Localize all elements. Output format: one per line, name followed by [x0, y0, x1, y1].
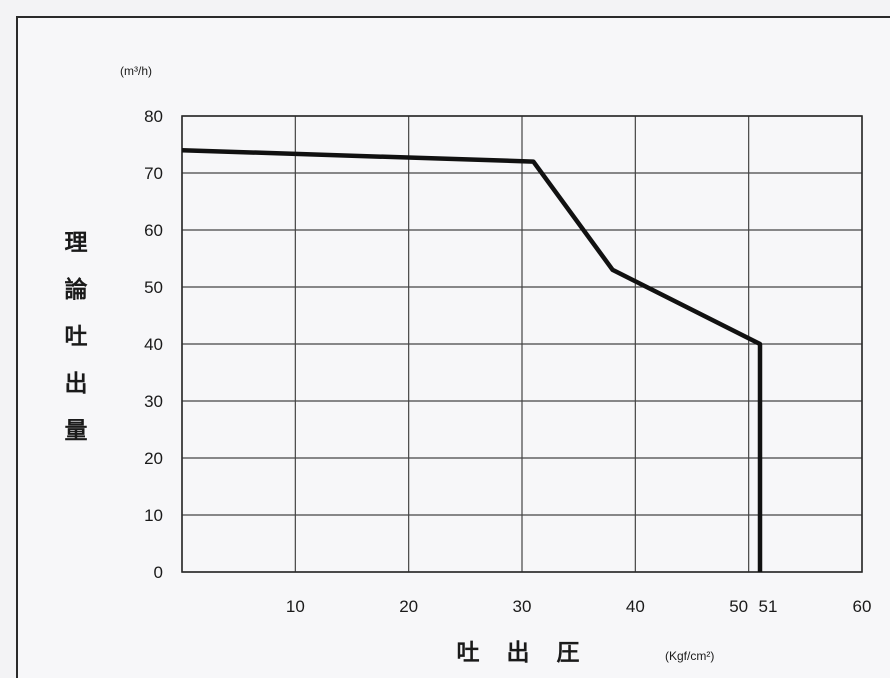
x-tick-label: 51 [759, 597, 778, 616]
series-layer [181, 147, 763, 572]
y-tick-label: 70 [144, 164, 163, 183]
y-tick-labels: 0 10 20 30 40 50 60 70 80 [144, 107, 163, 582]
plot-border [181, 115, 863, 573]
y-tick-label: 30 [144, 392, 163, 411]
y-tick-label: 0 [154, 563, 163, 582]
y-axis-title-char: 論 [65, 276, 89, 303]
y-tick-label: 20 [144, 449, 163, 468]
x-tick-label: 20 [399, 597, 418, 616]
x-axis-title-char: 出 [507, 640, 530, 666]
x-tick-label: 40 [626, 597, 645, 616]
x-tick-label: 10 [286, 597, 305, 616]
y-axis-title-char: 出 [65, 371, 88, 397]
y-tick-label: 10 [144, 506, 163, 525]
y-tick-label: 80 [144, 107, 163, 126]
x-tick-label: 30 [513, 597, 532, 616]
x-unit-label: (Kgf/cm²) [665, 649, 714, 663]
y-tick-label: 60 [144, 221, 163, 240]
x-tick-label: 60 [853, 597, 872, 616]
chart-frame [16, 16, 890, 678]
x-axis-title: 吐出圧 [457, 640, 580, 666]
y-unit-label: (m³/h) [120, 64, 152, 78]
y-axis-title-char: 理 [65, 230, 88, 256]
x-tick-labels: 10 20 30 40 50 51 60 [286, 597, 872, 616]
y-axis-title-char: 量 [65, 418, 88, 444]
x-axis-title-char: 圧 [557, 640, 580, 666]
x-tick-label: 50 [729, 597, 748, 616]
series-line [181, 147, 763, 572]
x-axis-title-char: 吐 [457, 640, 480, 666]
y-axis-title-char: 吐 [65, 324, 88, 350]
y-tick-label: 50 [144, 278, 163, 297]
y-tick-label: 40 [144, 335, 163, 354]
